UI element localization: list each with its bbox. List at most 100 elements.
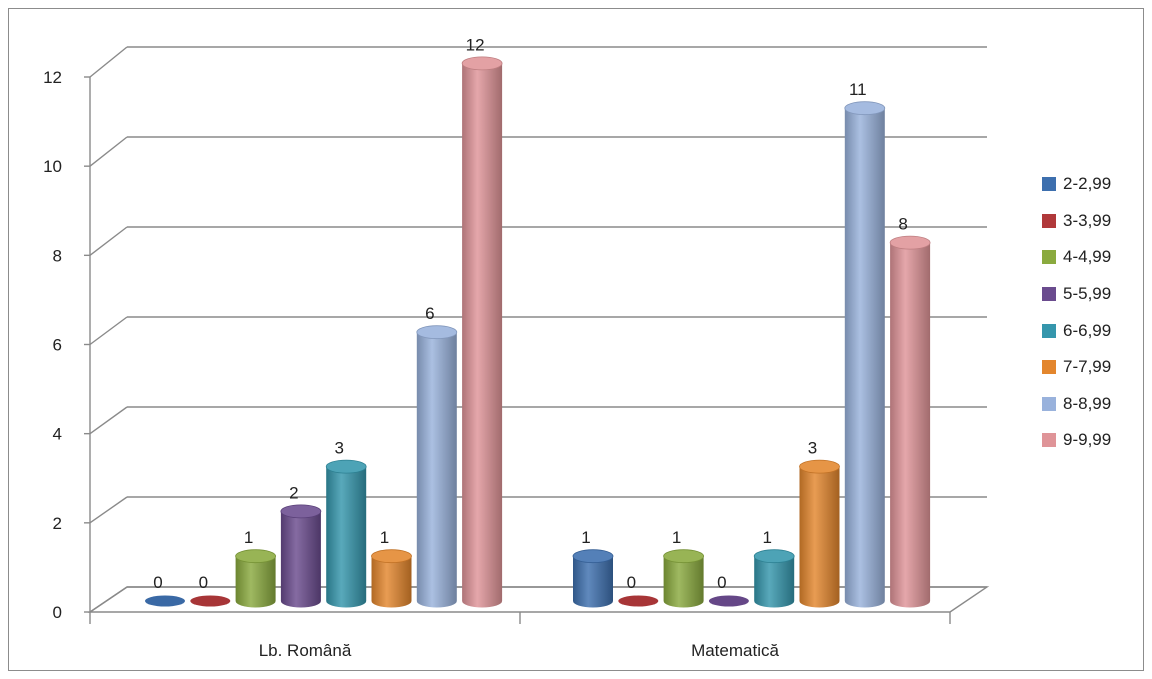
legend-swatch: [1042, 287, 1056, 302]
y-tick-label: 0: [53, 603, 62, 622]
bar-body: [326, 466, 367, 608]
bar: [889, 235, 931, 608]
data-label: 1: [380, 528, 389, 547]
bar: [753, 549, 795, 608]
bar: [416, 325, 458, 608]
y-tick-label: 10: [43, 157, 62, 176]
bar-top: [663, 549, 704, 564]
data-label: 1: [672, 528, 681, 547]
legend-item: 3-3,99: [1042, 203, 1147, 240]
data-label: 0: [153, 573, 162, 592]
bar: [461, 56, 503, 608]
bar: [618, 595, 659, 607]
data-label: 6: [425, 304, 434, 323]
legend-label: 5-5,99: [1063, 284, 1112, 304]
legend-item: 2-2,99: [1042, 166, 1147, 203]
bar: [844, 101, 886, 608]
bar-body: [371, 556, 412, 608]
bar-body: [416, 332, 457, 608]
data-label: 1: [762, 528, 771, 547]
bar-body: [754, 556, 795, 608]
legend-label: 4-4,99: [1063, 247, 1112, 267]
bar-top: [572, 549, 614, 564]
bar-top: [889, 235, 931, 250]
x-tick-label: Lb. Română: [259, 641, 352, 660]
legend-label: 9-9,99: [1063, 430, 1112, 450]
legend-item: 4-4,99: [1042, 239, 1147, 276]
data-label: 1: [244, 528, 253, 547]
bar: [371, 549, 412, 608]
data-label: 3: [334, 439, 343, 458]
bar-top: [145, 595, 185, 607]
gridline-side: [89, 226, 128, 256]
gridline-side: [89, 136, 128, 167]
bar-top: [280, 504, 322, 519]
bar-body: [890, 242, 931, 608]
bar: [145, 595, 185, 607]
legend-item: 8-8,99: [1042, 386, 1147, 423]
legend-label: 2-2,99: [1063, 174, 1112, 194]
bar-top: [235, 549, 277, 564]
legend-swatch: [1042, 177, 1056, 192]
legend-swatch: [1042, 213, 1056, 228]
bar-body: [235, 556, 276, 608]
bar-body: [280, 511, 321, 608]
bar-body: [462, 63, 503, 608]
bar-top: [371, 549, 412, 564]
bar-top: [190, 595, 231, 607]
data-label: 0: [717, 573, 726, 592]
bar: [235, 549, 277, 608]
legend-label: 6-6,99: [1063, 320, 1112, 340]
bar: [799, 459, 840, 608]
bar-body: [573, 556, 613, 608]
bar: [663, 549, 704, 608]
legend-item: 9-9,99: [1042, 422, 1147, 459]
y-tick-label: 2: [53, 514, 62, 533]
bar-top: [461, 56, 503, 71]
gridline-side: [89, 316, 128, 346]
bar: [280, 504, 322, 608]
bar-top: [325, 459, 367, 474]
data-label: 8: [898, 215, 907, 234]
legend-swatch: [1042, 360, 1056, 375]
data-label: 0: [627, 573, 636, 592]
data-label: 12: [466, 35, 485, 54]
legend-label: 3-3,99: [1063, 210, 1112, 230]
y-tick-label: 6: [53, 336, 62, 355]
y-tick-label: 8: [53, 246, 62, 265]
legend: 2-2,99 3-3,99 4-4,99 5-5,99 6-6,99 7-7,99 8-8,…: [1042, 166, 1147, 459]
y-tick-label: 4: [53, 425, 62, 444]
data-label: 2: [289, 483, 298, 502]
gridline-side: [89, 46, 128, 78]
bar-top: [844, 101, 886, 116]
data-label: 0: [199, 573, 208, 592]
bar-top: [416, 325, 458, 340]
x-tick-label: Matematică: [691, 641, 779, 660]
legend-item: 6-6,99: [1042, 312, 1147, 349]
bar-top: [708, 595, 749, 607]
bar-body: [663, 556, 704, 608]
bar: [572, 549, 614, 608]
legend-label: 7-7,99: [1063, 357, 1112, 377]
legend-item: 5-5,99: [1042, 276, 1147, 313]
bar: [190, 595, 231, 607]
bars: [145, 56, 931, 608]
legend-swatch: [1042, 323, 1056, 338]
bar: [325, 459, 367, 608]
legend-swatch: [1042, 433, 1056, 448]
legend-item: 7-7,99: [1042, 349, 1147, 386]
floor: [87, 586, 990, 613]
data-label: 11: [849, 80, 867, 99]
bar-body: [844, 108, 885, 608]
gridline-side: [89, 496, 128, 524]
bar: [708, 595, 749, 607]
gridline-side: [89, 406, 128, 435]
bar-top: [799, 459, 840, 474]
legend-swatch: [1042, 250, 1056, 265]
bar-top: [618, 595, 659, 607]
y-tick-label: 12: [43, 68, 62, 87]
bar-top: [753, 549, 795, 564]
